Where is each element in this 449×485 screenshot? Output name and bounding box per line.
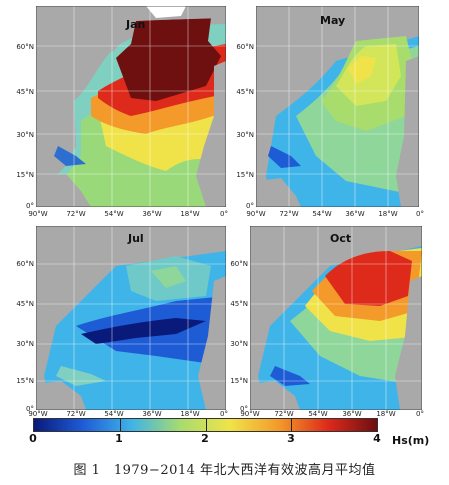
lon-tick: 36°W bbox=[142, 410, 162, 418]
wave-height-map-jul bbox=[36, 226, 226, 410]
lat-tick: 15°N bbox=[236, 171, 254, 179]
colorbar bbox=[33, 418, 378, 432]
colorbar-unit: Hs(m) bbox=[392, 434, 430, 447]
lon-tick: 36°W bbox=[342, 410, 362, 418]
lon-tick: 72°W bbox=[279, 210, 299, 218]
lat-tick: 15°N bbox=[16, 171, 34, 179]
colorbar-tick-label: 2 bbox=[201, 432, 209, 445]
lat-tick: 60°N bbox=[16, 43, 34, 51]
lon-tick: 54°W bbox=[312, 210, 332, 218]
month-label-jul: Jul bbox=[128, 232, 144, 245]
lat-tick: 30°N bbox=[16, 340, 34, 348]
lon-tick: 90°W bbox=[246, 210, 266, 218]
lon-tick: 18°W bbox=[180, 210, 200, 218]
map-panel-oct: Oct bbox=[250, 226, 422, 410]
lat-tick: 0° bbox=[26, 405, 34, 413]
map-panel-may: May bbox=[256, 6, 419, 207]
colorbar-tick-mark bbox=[119, 419, 121, 431]
lat-tick: 30°N bbox=[16, 131, 34, 139]
lat-tick: 0° bbox=[246, 202, 254, 210]
lon-tick: 18°W bbox=[180, 410, 200, 418]
lon-tick: 54°W bbox=[308, 410, 328, 418]
lon-tick: 90°W bbox=[28, 210, 48, 218]
wave-height-map-may bbox=[256, 6, 419, 207]
lat-tick: 60°N bbox=[236, 43, 254, 51]
map-panel-jan: Jan bbox=[36, 6, 226, 207]
lon-tick: 72°W bbox=[274, 410, 294, 418]
lat-tick: 30°N bbox=[236, 131, 254, 139]
lon-tick: 72°W bbox=[66, 410, 86, 418]
lon-tick: 36°W bbox=[345, 210, 365, 218]
lat-tick: 0° bbox=[26, 202, 34, 210]
lon-tick: 36°W bbox=[142, 210, 162, 218]
colorbar-tick-mark bbox=[205, 419, 207, 431]
month-label-may: May bbox=[320, 14, 346, 27]
map-panel-jul: Jul bbox=[36, 226, 226, 410]
lon-tick: 0° bbox=[416, 410, 424, 418]
lat-tick: 60°N bbox=[230, 260, 248, 268]
month-label-jan: Jan bbox=[126, 18, 146, 31]
lon-tick: 0° bbox=[220, 410, 228, 418]
lon-tick: 18°W bbox=[378, 210, 398, 218]
lon-tick: 0° bbox=[220, 210, 228, 218]
lat-tick: 15°N bbox=[16, 377, 34, 385]
lon-tick: 54°W bbox=[104, 410, 124, 418]
lon-tick: 18°W bbox=[376, 410, 396, 418]
figure-caption: 图 1 1979−2014 年北大西洋有效波高月平均值 bbox=[73, 463, 376, 478]
colorbar-tick-label: 3 bbox=[287, 432, 295, 445]
lon-tick: 90°W bbox=[240, 410, 260, 418]
wave-height-map-oct bbox=[250, 226, 422, 410]
lat-tick: 45°N bbox=[16, 300, 34, 308]
lon-tick: 90°W bbox=[28, 410, 48, 418]
lon-tick: 0° bbox=[416, 210, 424, 218]
lat-tick: 15°N bbox=[230, 377, 248, 385]
lat-tick: 45°N bbox=[230, 300, 248, 308]
lat-tick: 30°N bbox=[230, 340, 248, 348]
lat-tick: 45°N bbox=[16, 88, 34, 96]
lon-tick: 72°W bbox=[66, 210, 86, 218]
colorbar-tick-mark bbox=[291, 419, 293, 431]
lon-tick: 54°W bbox=[104, 210, 124, 218]
wave-height-map-jan bbox=[36, 6, 226, 207]
colorbar-tick-label: 4 bbox=[373, 432, 381, 445]
lat-tick: 60°N bbox=[16, 260, 34, 268]
colorbar-tick-label: 0 bbox=[29, 432, 37, 445]
colorbar-tick-label: 1 bbox=[115, 432, 123, 445]
lat-tick: 45°N bbox=[236, 88, 254, 96]
lat-tick: 0° bbox=[240, 405, 248, 413]
month-label-oct: Oct bbox=[330, 232, 352, 245]
